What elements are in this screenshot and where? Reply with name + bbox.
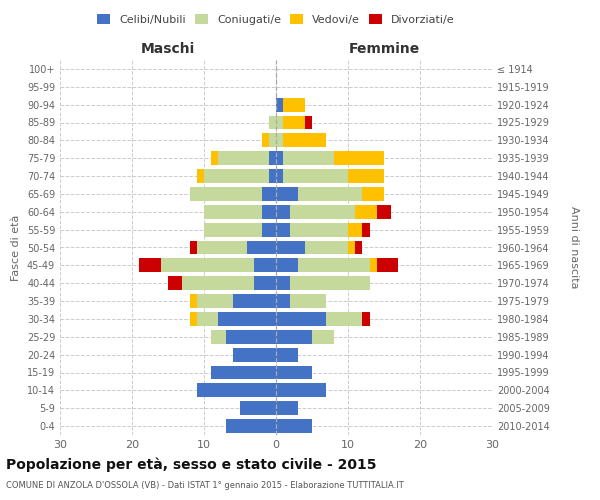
Bar <box>348 240 355 254</box>
Bar <box>276 294 290 308</box>
Bar <box>312 330 334 344</box>
Bar <box>276 187 298 201</box>
Bar <box>269 134 276 147</box>
Bar <box>269 116 276 130</box>
Y-axis label: Anni di nascita: Anni di nascita <box>569 206 579 289</box>
Bar <box>247 240 276 254</box>
Bar <box>211 366 276 380</box>
Bar <box>139 258 161 272</box>
Bar <box>377 258 398 272</box>
Bar <box>197 169 204 183</box>
Bar <box>305 116 312 130</box>
Bar <box>218 312 276 326</box>
Bar <box>276 366 312 380</box>
Bar <box>283 151 334 165</box>
Bar <box>276 169 283 183</box>
Bar <box>362 222 370 236</box>
Bar <box>370 258 377 272</box>
Bar <box>204 222 262 236</box>
Bar <box>211 151 218 165</box>
Text: COMUNE DI ANZOLA D'OSSOLA (VB) - Dati ISTAT 1° gennaio 2015 - Elaborazione TUTTI: COMUNE DI ANZOLA D'OSSOLA (VB) - Dati IS… <box>6 481 404 490</box>
Bar <box>276 258 298 272</box>
Bar <box>276 222 290 236</box>
Bar <box>197 294 233 308</box>
Bar <box>276 401 298 415</box>
Bar <box>355 205 377 219</box>
Bar <box>355 240 362 254</box>
Bar <box>290 276 370 290</box>
Bar <box>168 276 182 290</box>
Bar <box>283 169 348 183</box>
Bar <box>276 98 283 112</box>
Bar <box>276 205 290 219</box>
Bar <box>290 222 348 236</box>
Bar <box>283 116 305 130</box>
Bar <box>276 151 283 165</box>
Bar <box>362 312 370 326</box>
Text: Femmine: Femmine <box>349 42 419 56</box>
Bar <box>377 205 391 219</box>
Bar <box>348 169 384 183</box>
Text: Popolazione per età, sesso e stato civile - 2015: Popolazione per età, sesso e stato civil… <box>6 458 377 472</box>
Bar <box>190 312 197 326</box>
Bar <box>276 312 326 326</box>
Bar <box>269 151 276 165</box>
Legend: Celibi/Nubili, Coniugati/e, Vedovi/e, Divorziati/e: Celibi/Nubili, Coniugati/e, Vedovi/e, Di… <box>94 11 458 28</box>
Bar <box>190 294 197 308</box>
Bar <box>276 240 305 254</box>
Bar <box>276 330 312 344</box>
Bar <box>276 384 326 398</box>
Y-axis label: Fasce di età: Fasce di età <box>11 214 21 280</box>
Bar <box>226 330 276 344</box>
Bar <box>305 240 348 254</box>
Bar <box>197 384 276 398</box>
Bar <box>276 348 298 362</box>
Bar <box>298 187 362 201</box>
Bar <box>262 134 269 147</box>
Bar <box>197 312 218 326</box>
Bar <box>161 258 254 272</box>
Bar <box>262 205 276 219</box>
Bar <box>262 222 276 236</box>
Bar <box>362 187 384 201</box>
Bar <box>298 258 370 272</box>
Bar <box>254 258 276 272</box>
Bar <box>276 276 290 290</box>
Bar <box>276 134 283 147</box>
Bar <box>276 419 312 433</box>
Bar <box>262 187 276 201</box>
Bar <box>204 169 269 183</box>
Bar <box>226 419 276 433</box>
Bar <box>197 240 247 254</box>
Bar <box>283 98 305 112</box>
Bar <box>283 134 326 147</box>
Bar <box>190 187 262 201</box>
Bar <box>218 151 269 165</box>
Bar <box>269 169 276 183</box>
Bar <box>182 276 254 290</box>
Bar <box>233 348 276 362</box>
Text: Maschi: Maschi <box>141 42 195 56</box>
Bar <box>290 205 355 219</box>
Bar <box>211 330 226 344</box>
Bar <box>326 312 362 326</box>
Bar <box>190 240 197 254</box>
Bar <box>348 222 362 236</box>
Bar <box>240 401 276 415</box>
Bar <box>204 205 262 219</box>
Bar <box>290 294 326 308</box>
Bar <box>334 151 384 165</box>
Bar <box>233 294 276 308</box>
Bar <box>276 116 283 130</box>
Bar <box>254 276 276 290</box>
